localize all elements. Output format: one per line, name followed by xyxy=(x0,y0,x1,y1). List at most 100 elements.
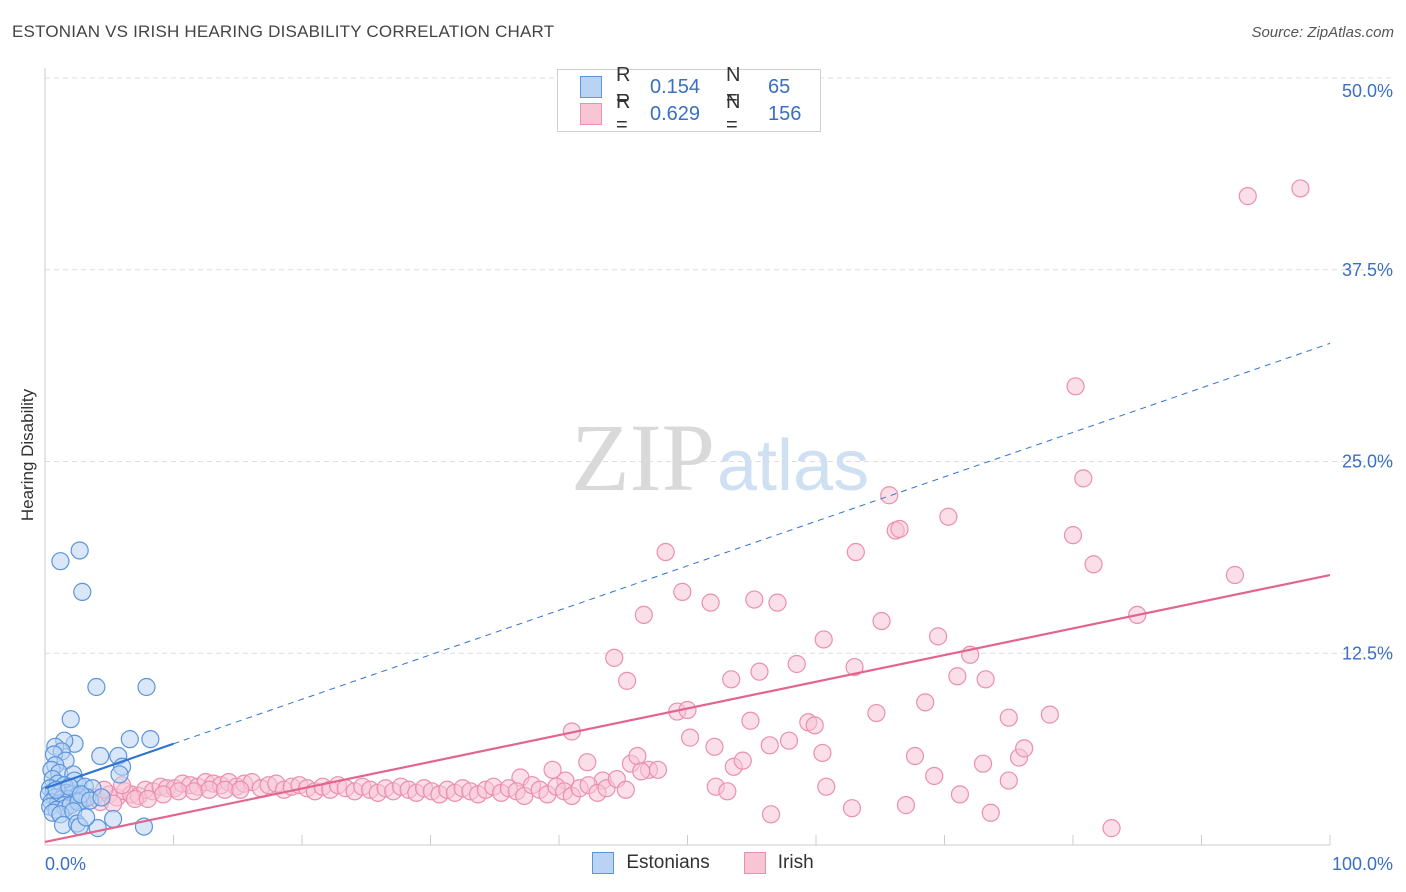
irish-point xyxy=(1291,179,1310,198)
legend-row-irish: R = 0.629 N = 156 xyxy=(580,91,801,136)
gridlines xyxy=(45,77,1392,654)
irish-point xyxy=(950,785,970,804)
source-label: Source: ZipAtlas.com xyxy=(1251,24,1394,41)
irish-point xyxy=(842,799,862,818)
estonian-point xyxy=(61,710,80,729)
estonian-point xyxy=(120,730,139,749)
tick-labels: 12.5% 25.0% 37.5% 50.0% 0.0% 100.0% xyxy=(45,81,1393,874)
y-tick-label: 50.0% xyxy=(1342,81,1393,101)
legend-row-estonians: R = 0.154 N = 65 xyxy=(580,64,791,109)
watermark-atlas: atlas xyxy=(717,426,869,506)
irish-point xyxy=(1084,555,1103,574)
irish-point xyxy=(169,782,188,801)
irish-point xyxy=(741,711,760,730)
irish-trend-line xyxy=(44,573,1331,844)
irish-point xyxy=(999,771,1018,790)
irish-point xyxy=(1074,469,1093,488)
irish-point xyxy=(1102,819,1121,838)
irish-point xyxy=(845,657,864,677)
irish-point xyxy=(1225,565,1245,585)
irish-point xyxy=(948,667,967,686)
estonians-trend-line xyxy=(44,742,174,790)
x-tick-label: 100.0% xyxy=(1332,854,1393,874)
irish-point xyxy=(867,703,886,723)
irish-point xyxy=(981,803,1000,822)
irish-point xyxy=(905,746,925,766)
irish-point xyxy=(880,486,899,505)
estonians-swatch xyxy=(580,76,602,98)
irish-swatch xyxy=(580,103,602,125)
r-value: 0.629 xyxy=(650,102,701,125)
irish-point xyxy=(973,754,993,773)
n-value: 65 xyxy=(768,75,791,98)
trend-lines xyxy=(44,342,1331,844)
irish-point xyxy=(616,780,635,799)
estonian-point xyxy=(137,677,156,697)
estonian-point xyxy=(70,541,89,560)
irish-point xyxy=(928,627,948,646)
irish-point xyxy=(628,746,647,766)
legend-item-irish[interactable]: Irish xyxy=(743,852,814,874)
r-label: R = xyxy=(616,64,631,109)
irish-point xyxy=(618,671,637,690)
irish-swatch xyxy=(743,852,766,874)
irish-point xyxy=(184,782,204,801)
irish-point xyxy=(896,796,916,815)
irish-point xyxy=(733,751,752,770)
estonians-series xyxy=(39,541,160,838)
irish-point xyxy=(817,777,836,796)
irish-point xyxy=(999,708,1018,727)
estonian-point xyxy=(51,552,70,571)
estonian-point xyxy=(73,582,92,601)
n-label: N = xyxy=(726,91,741,136)
estonian-point xyxy=(92,788,111,807)
irish-point xyxy=(761,805,781,824)
irish-point xyxy=(705,737,724,756)
irish-point xyxy=(634,605,653,625)
irish-series xyxy=(55,179,1310,838)
estonian-point xyxy=(87,677,106,697)
r-value: 0.154 xyxy=(650,75,701,98)
irish-point xyxy=(813,743,832,763)
estonians-trend-extension xyxy=(173,342,1331,745)
irish-point xyxy=(1015,739,1034,758)
irish-point xyxy=(722,670,741,689)
irish-point xyxy=(750,662,769,681)
irish-point xyxy=(718,782,737,801)
irish-point xyxy=(1066,377,1085,396)
irish-point xyxy=(890,519,909,539)
irish-point xyxy=(779,731,799,750)
irish-point xyxy=(701,593,720,612)
y-tick-label: 12.5% xyxy=(1342,643,1393,663)
irish-point xyxy=(745,590,764,609)
irish-point xyxy=(543,760,562,779)
irish-point xyxy=(138,789,157,809)
estonian-point xyxy=(110,765,129,784)
irish-point xyxy=(768,593,787,612)
irish-point xyxy=(200,780,219,799)
legend-item-estonians[interactable]: Estonians xyxy=(592,852,710,874)
irish-point xyxy=(154,785,173,804)
irish-point xyxy=(976,670,995,689)
irish-point xyxy=(605,648,624,667)
irish-point xyxy=(215,780,234,799)
y-tick-label: 37.5% xyxy=(1342,260,1393,280)
irish-point xyxy=(846,542,865,562)
irish-point xyxy=(648,760,668,779)
irish-point xyxy=(632,762,651,781)
y-axis-label: Hearing Disability xyxy=(18,388,37,521)
estonian-point xyxy=(77,808,96,827)
estonian-point xyxy=(91,746,110,766)
irish-point xyxy=(787,654,806,674)
irish-point xyxy=(656,542,675,562)
irish-point xyxy=(916,693,935,712)
watermark-zip: ZIP xyxy=(571,404,715,511)
irish-point xyxy=(231,780,250,799)
correlation-legend: R = 0.154 N = 65 R = 0.629 N = 156 xyxy=(557,64,821,136)
irish-point xyxy=(1040,705,1059,724)
irish-point xyxy=(680,728,700,747)
y-tick-label: 25.0% xyxy=(1342,452,1393,472)
irish-point xyxy=(805,716,824,735)
irish-point xyxy=(578,753,597,772)
